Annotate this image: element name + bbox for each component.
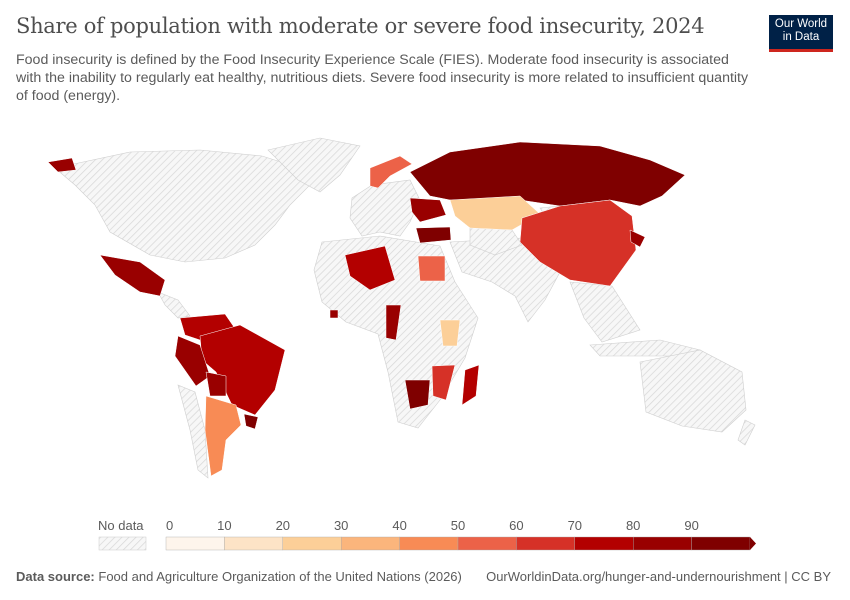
region-no-data-se-asia[interactable]	[569, 281, 641, 343]
legend-no-data-swatch	[98, 536, 147, 551]
legend-bin-40-50[interactable]	[399, 536, 459, 551]
legend-tick-label: 0	[166, 518, 173, 533]
country-argentina[interactable]	[204, 395, 242, 477]
legend-tick-label: 80	[626, 518, 640, 533]
legend-tick-label: 20	[276, 518, 290, 533]
legend-bin-50-60[interactable]	[457, 536, 517, 551]
legend-no-data-label: No data	[98, 518, 144, 533]
region-no-data-central-america[interactable]	[157, 291, 191, 319]
country-peru[interactable]	[174, 335, 211, 387]
legend-bin-0-10[interactable]	[165, 536, 225, 551]
country-zimbabwe[interactable]	[404, 379, 431, 410]
chart-subtitle: Food insecurity is defined by the Food I…	[16, 52, 749, 104]
country-madagascar[interactable]	[461, 364, 480, 406]
country-brazil[interactable]	[199, 324, 286, 416]
country-kazakhstan[interactable]	[449, 195, 541, 231]
country-egypt[interactable]	[417, 255, 446, 282]
legend-tick-label: 60	[509, 518, 523, 533]
country-china[interactable]	[519, 199, 637, 287]
country-algeria[interactable]	[344, 245, 396, 291]
owid-logo[interactable]: Our World in Data	[769, 15, 833, 52]
legend-arrow	[750, 537, 756, 550]
region-no-data-new-zealand[interactable]	[737, 419, 756, 446]
chart-title: Share of population with moderate or sev…	[16, 14, 705, 38]
legend-bin-80-90[interactable]	[633, 536, 692, 551]
country-kenya[interactable]	[439, 319, 461, 347]
source-label: Data source:	[16, 569, 95, 584]
country-turkey[interactable]	[415, 226, 452, 244]
legend: No data 0 10 20 30 40 50 60 70 80 90	[98, 518, 756, 551]
legend-bin-60-70[interactable]	[516, 536, 576, 551]
legend-tick-label: 10	[217, 518, 231, 533]
data-source: Data source: Food and Agriculture Organi…	[16, 569, 462, 584]
legend-tick-label: 50	[451, 518, 465, 533]
legend-bin-30-40[interactable]	[341, 536, 400, 551]
country-mexico[interactable]	[99, 254, 166, 297]
legend-tick-label: 70	[568, 518, 582, 533]
country-alaska[interactable]	[47, 157, 77, 173]
country-norway-sweden[interactable]	[369, 155, 413, 189]
country-korea[interactable]	[629, 229, 646, 248]
source-text: Food and Agriculture Organization of the…	[98, 569, 462, 584]
region-no-data-australia[interactable]	[639, 349, 747, 433]
country-uruguay[interactable]	[243, 413, 259, 430]
legend-bin-10-20[interactable]	[224, 536, 283, 551]
legend-bin-70-80[interactable]	[574, 536, 634, 551]
country-ukraine-belarus[interactable]	[409, 197, 447, 223]
region-no-data-chile[interactable]	[177, 384, 209, 479]
legend-tick-label: 90	[684, 518, 698, 533]
country-senegal[interactable]	[329, 309, 339, 319]
legend-tick-label: 40	[392, 518, 406, 533]
country-bolivia[interactable]	[205, 371, 227, 397]
source-url[interactable]: OurWorldinData.org/hunger-and-undernouri…	[486, 569, 831, 584]
country-russia[interactable]	[409, 141, 686, 207]
legend-bin-90-100[interactable]	[691, 536, 751, 551]
legend-tick-label: 30	[334, 518, 348, 533]
world-map	[47, 137, 756, 479]
region-no-data-greenland[interactable]	[267, 137, 361, 193]
region-no-data-north-america[interactable]	[54, 149, 311, 263]
country-west-africa[interactable]	[385, 304, 402, 341]
legend-bin-20-30[interactable]	[282, 536, 342, 551]
region-no-data-europe[interactable]	[349, 179, 421, 237]
country-mozambique[interactable]	[431, 364, 456, 401]
